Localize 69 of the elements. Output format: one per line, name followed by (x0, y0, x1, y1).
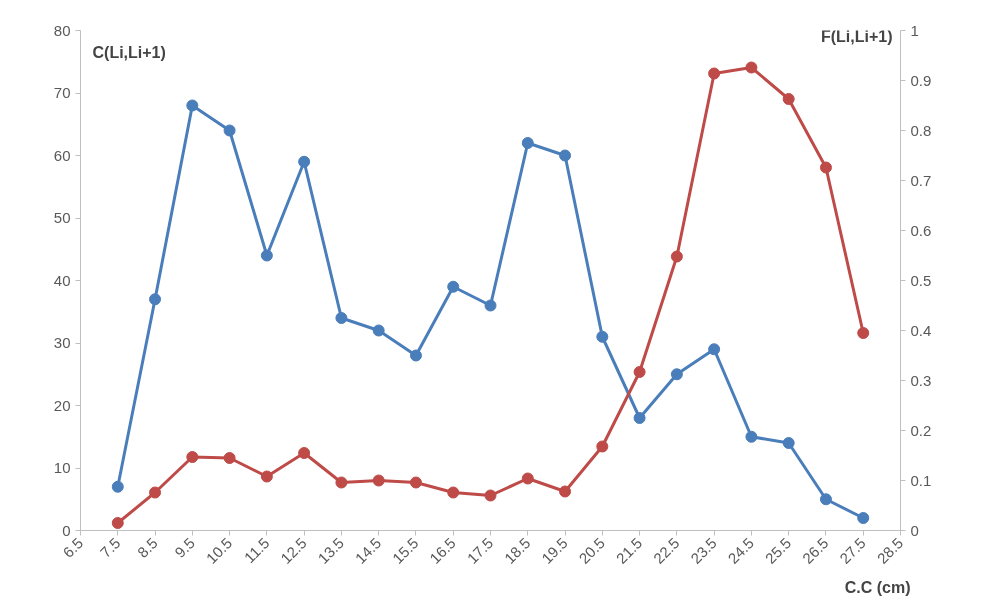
point (708, 67, 721, 80)
point (857, 512, 870, 524)
point (409, 349, 422, 362)
y2-axis-title: F(Li,Li+1) (820, 27, 893, 45)
point (745, 430, 758, 443)
point (372, 474, 385, 487)
point (521, 137, 534, 149)
point (186, 99, 199, 112)
point (223, 124, 236, 137)
point (708, 343, 721, 356)
y-tick-label: 0 (62, 521, 71, 539)
point (633, 366, 646, 378)
point (372, 324, 385, 337)
y-tick-label: 30 (53, 334, 71, 351)
point (298, 155, 311, 168)
point (149, 486, 162, 499)
point (596, 440, 609, 453)
point (484, 489, 497, 502)
y-tick-label: 70 (53, 84, 71, 101)
point (745, 61, 758, 74)
y2-tick-label: 0.5 (910, 271, 932, 289)
point (633, 412, 646, 424)
point (223, 452, 236, 464)
y-tick-label: 20 (53, 396, 71, 414)
point (782, 437, 795, 449)
point (559, 149, 572, 162)
y2-tick-label: 0.9 (910, 71, 932, 89)
point (596, 330, 609, 343)
y2-tick-label: 0.3 (910, 371, 932, 389)
point (335, 476, 348, 489)
y-axis-title: C(Li,Li+1) (92, 43, 166, 61)
y2-tick-label: 1 (910, 21, 919, 39)
y-tick-label: 50 (53, 209, 71, 226)
y2-tick-label: 0.4 (910, 321, 932, 339)
point (819, 161, 832, 174)
x-tick-label: 11.5 (240, 534, 273, 567)
point (447, 486, 460, 499)
x-tick-label: 8.5 (133, 534, 161, 561)
point (670, 250, 683, 263)
y2-tick-label: 0.7 (910, 171, 932, 189)
y2-tick-label: 0.2 (910, 421, 932, 439)
y2-tick-label: 0 (910, 521, 919, 539)
point (670, 368, 683, 381)
y2-tick-label: 0.1 (910, 471, 932, 489)
point (447, 280, 460, 293)
point (335, 312, 348, 324)
x-tick-label: 9.5 (171, 534, 198, 561)
point (484, 299, 497, 312)
point (260, 249, 273, 262)
x-tick-label: 7.5 (96, 534, 124, 561)
point (819, 493, 832, 506)
point (409, 476, 422, 489)
y-tick-label: 40 (53, 271, 71, 289)
point (298, 447, 311, 459)
y2-tick-label: 0.6 (910, 221, 932, 239)
y-tick-label: 80 (53, 21, 71, 39)
point (857, 327, 870, 339)
point (186, 451, 199, 463)
x-axis-title: C.C (cm) (844, 578, 911, 596)
point (111, 517, 124, 529)
y2-tick-label: 0.8 (910, 121, 932, 139)
y-tick-label: 60 (53, 146, 71, 164)
point (521, 472, 534, 485)
point (559, 485, 572, 498)
point (260, 470, 273, 483)
y-tick-label: 10 (53, 459, 71, 476)
point (149, 293, 162, 306)
point (111, 480, 124, 493)
point (782, 93, 795, 105)
